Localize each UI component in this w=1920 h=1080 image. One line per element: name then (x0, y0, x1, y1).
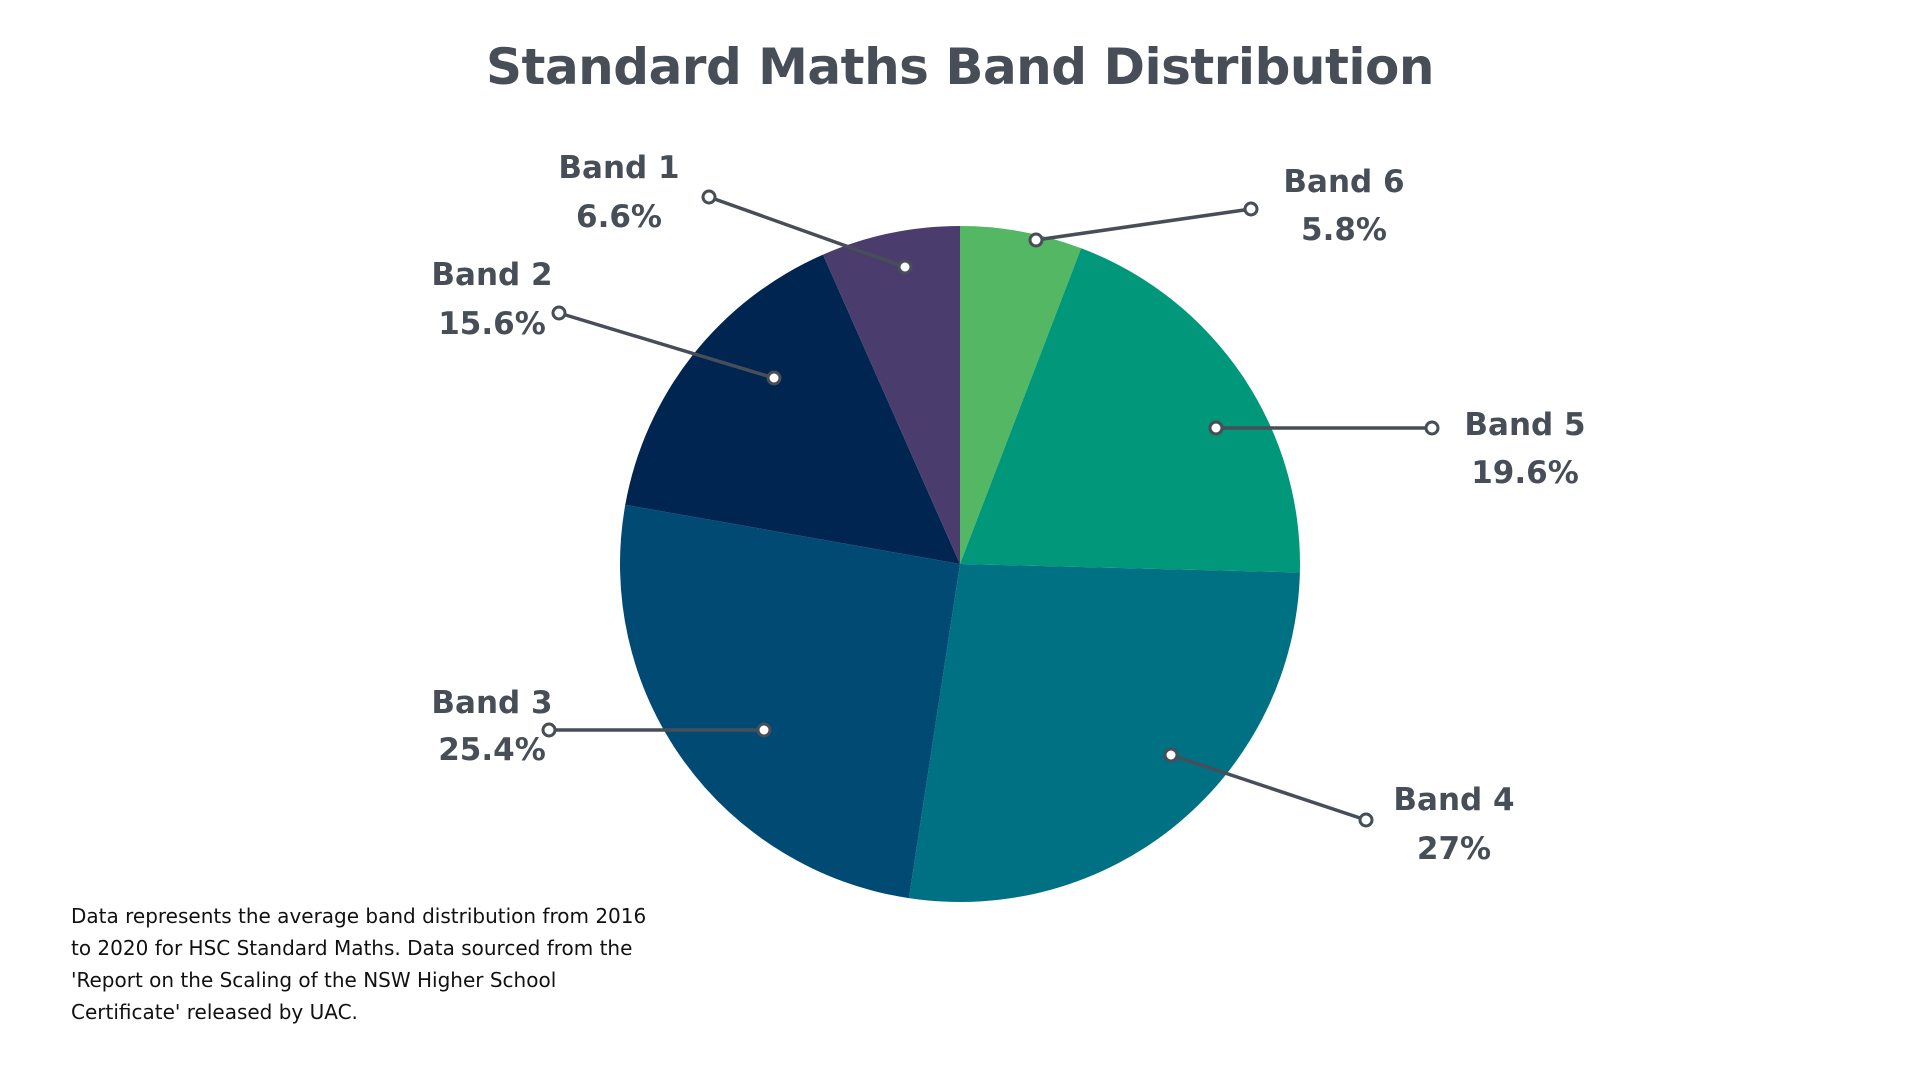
label-band5-value: 19.6% (1471, 455, 1579, 491)
leader-endpoint-icon (1358, 812, 1374, 828)
leader-endpoint-icon (1424, 420, 1440, 436)
pie-slice-band3 (620, 504, 960, 899)
leader-endpoint-icon (1243, 201, 1259, 217)
footnote-line: Certificate' released by UAC. (71, 1000, 358, 1024)
label-band1-value: 6.6% (576, 199, 662, 235)
pie-slice-band5 (960, 248, 1300, 573)
leader-line-band1 (708, 195, 906, 269)
label-band1-name: Band 1 (558, 150, 679, 186)
leader-line-band2 (558, 311, 775, 380)
leader-endpoint-icon (1163, 747, 1179, 763)
leader-lines (541, 189, 1440, 828)
label-band5-name: Band 5 (1464, 407, 1585, 443)
slice-labels: Band 1 6.6% Band 2 15.6% Band 3 25.4% Ba… (431, 150, 1585, 867)
footnote-line: 'Report on the Scaling of the NSW Higher… (71, 968, 557, 992)
leader-endpoint-icon (701, 189, 717, 205)
leader-endpoint-icon (541, 722, 557, 738)
leader-endpoint-icon (1208, 420, 1224, 436)
leader-endpoint-icon (1028, 232, 1044, 248)
leader-endpoint-icon (551, 305, 567, 321)
leader-endpoint-icon (766, 370, 782, 386)
footnote-line: to 2020 for HSC Standard Maths. Data sou… (71, 936, 633, 960)
label-band6-value: 5.8% (1301, 212, 1387, 248)
leader-line-band4 (1170, 753, 1367, 822)
label-band3-value: 25.4% (438, 732, 546, 768)
footnote-line: Data represents the average band distrib… (71, 904, 647, 928)
source-footnote: Data represents the average band distrib… (71, 900, 711, 1028)
pie-slice-band4 (908, 564, 1300, 902)
label-band2-value: 15.6% (438, 306, 546, 342)
chart-title: Standard Maths Band Distribution (486, 38, 1434, 96)
label-band6-name: Band 6 (1283, 164, 1404, 200)
leader-line-band6 (1035, 207, 1252, 242)
pie-slices (620, 226, 1300, 902)
leader-endpoint-icon (756, 722, 772, 738)
pie-slice-band1 (823, 226, 960, 564)
label-band2-name: Band 2 (431, 257, 552, 293)
leader-endpoint-icon (897, 259, 913, 275)
pie-slice-band6 (960, 226, 1082, 564)
label-band4-value: 27% (1417, 831, 1491, 867)
label-band4-name: Band 4 (1393, 782, 1514, 818)
pie-slice-band2 (625, 254, 960, 564)
label-band3-name: Band 3 (431, 685, 552, 721)
